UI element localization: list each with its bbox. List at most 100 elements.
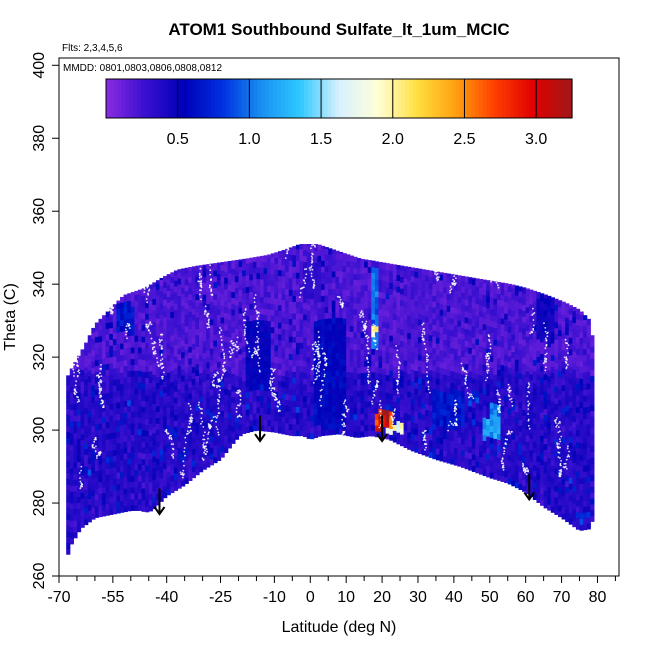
heatmap-cell [170,428,175,435]
heatmap-cell [389,294,394,301]
heatmap-cell [216,308,222,316]
heatmap-cell [188,474,193,482]
heatmap-cell [453,295,459,303]
heatmap-cell [360,325,365,333]
heatmap-cell [94,476,100,483]
heatmap-cell [288,411,293,419]
heatmap-cell [547,445,552,453]
heatmap-cell [536,368,541,375]
heatmap-cell [475,437,480,445]
heatmap-cell [421,349,426,357]
heatmap-cell [468,458,473,465]
heatmap-cell [579,401,584,409]
heatmap-cell [66,402,71,409]
heatmap-cell [310,409,315,416]
heatmap-cell [220,311,225,318]
heatmap-cell [378,338,383,345]
heatmap-cell [313,320,319,328]
heatmap-cell [461,379,466,387]
heatmap-cell [561,413,566,421]
heatmap-cell [288,394,293,401]
heatmap-cell [547,358,552,365]
heatmap-cell [586,377,591,384]
heatmap-cell [443,350,448,358]
heatmap-cell [403,301,408,308]
heatmap-cell [263,267,268,275]
heatmap-cell [177,307,182,314]
heatmap-cell [188,322,193,330]
heatmap-cell [252,401,258,408]
heatmap-cell [270,350,275,357]
heatmap-cell [590,509,595,517]
heatmap-cell [66,414,71,421]
heatmap-cell [518,290,523,298]
heatmap-cell [446,357,451,365]
heatmap-cell [443,450,448,457]
heatmap-cell [87,369,92,377]
heatmap-cell [561,448,566,456]
heatmap-cell [216,337,222,345]
heatmap-cell [421,355,426,362]
heatmap-cell [583,325,588,332]
heatmap-cell [249,355,254,363]
heatmap-cell [378,367,383,374]
heatmap-cell [518,448,523,455]
heatmap-cell [159,495,164,502]
heatmap-cell [73,491,78,498]
heatmap-cell [525,487,530,495]
heatmap-cell [328,317,333,325]
heatmap-cell [536,426,541,433]
heatmap-cell [396,268,401,276]
heatmap-cell [572,468,577,475]
heatmap-cell [227,360,232,367]
heatmap-cell [202,317,207,324]
heatmap-cell [421,425,426,432]
heatmap-cell [116,419,121,426]
heatmap-cell [439,384,444,392]
heatmap-cell [583,383,588,391]
heatmap-cell [87,387,92,394]
heatmap-cell [575,365,581,373]
heatmap-cell [166,313,171,321]
heatmap-cell [249,338,254,345]
heatmap-cell [428,358,433,365]
heatmap-cell [500,428,505,436]
heatmap-cell [66,489,71,497]
heatmap-cell [590,398,595,406]
heatmap-cell [407,332,412,339]
heatmap-cell [522,356,527,364]
heatmap-cell [461,385,466,392]
heatmap-cell [557,323,563,331]
heatmap-cell [575,482,581,489]
heatmap-cell [339,317,344,324]
heatmap-cell [209,406,214,413]
heatmap-cell [184,448,189,455]
heatmap-cell [572,433,577,440]
heatmap-cell [392,296,398,303]
heatmap-cell [568,424,573,432]
heatmap-cell [532,335,538,343]
heatmap-cell [66,472,71,479]
heatmap-cell [141,359,146,366]
heatmap-cell [148,475,153,483]
heatmap-cell [112,420,118,427]
heatmap-cell [586,371,591,378]
heatmap-cell [500,452,505,459]
heatmap-cell [374,267,380,274]
heatmap-cell [145,453,150,460]
heatmap-cell [102,364,107,371]
heatmap-cell [482,405,487,412]
heatmap-cell [385,275,390,282]
heatmap-cell [87,352,92,359]
heatmap-cell [155,370,161,378]
heatmap-cell [439,379,444,386]
heatmap-cell [249,396,254,403]
heatmap-cell [295,336,301,343]
heatmap-cell [389,340,394,348]
heatmap-cell [148,434,153,442]
heatmap-cell [216,343,222,351]
heatmap-cell [310,333,315,340]
heatmap-cell [263,302,268,310]
heatmap-cell [191,319,197,327]
heatmap-cell [177,453,182,460]
